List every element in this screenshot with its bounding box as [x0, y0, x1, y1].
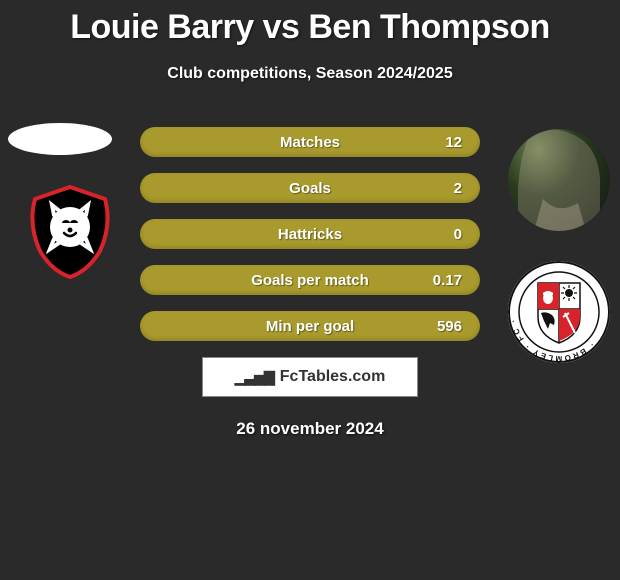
- stat-label: Matches: [280, 134, 340, 151]
- stat-label: Hattricks: [278, 226, 342, 243]
- source-logo: ▁▃▅▇ FcTables.com: [202, 357, 418, 397]
- player1-avatar-placeholder: [8, 123, 112, 155]
- snapshot-date: 26 november 2024: [0, 419, 620, 439]
- stat-value: 596: [437, 318, 462, 335]
- stats-list: Matches 12 Goals 2 Hattricks 0 Goals per…: [140, 113, 480, 341]
- source-logo-text: FcTables.com: [280, 368, 386, 386]
- stat-value: 12: [445, 134, 462, 151]
- stat-row-goals: Goals 2: [140, 173, 480, 203]
- comparison-content: · BROMLEY · FC ·: [0, 113, 620, 439]
- player2-avatar: [508, 129, 610, 231]
- player1-club-badge: [20, 185, 120, 279]
- stat-label: Min per goal: [266, 318, 354, 335]
- player2-club-badge: · BROMLEY · FC ·: [508, 261, 610, 363]
- chart-bars-icon: ▁▃▅▇: [235, 369, 274, 386]
- stat-row-hattricks: Hattricks 0: [140, 219, 480, 249]
- stat-value: 0: [454, 226, 462, 243]
- subtitle: Club competitions, Season 2024/2025: [0, 65, 620, 83]
- stat-value: 0.17: [433, 272, 462, 289]
- stat-value: 2: [454, 180, 462, 197]
- stat-row-min-per-goal: Min per goal 596: [140, 311, 480, 341]
- stat-label: Goals: [289, 180, 331, 197]
- stat-label: Goals per match: [251, 272, 369, 289]
- page-title: Louie Barry vs Ben Thompson: [0, 0, 620, 47]
- stat-row-goals-per-match: Goals per match 0.17: [140, 265, 480, 295]
- stat-row-matches: Matches 12: [140, 127, 480, 157]
